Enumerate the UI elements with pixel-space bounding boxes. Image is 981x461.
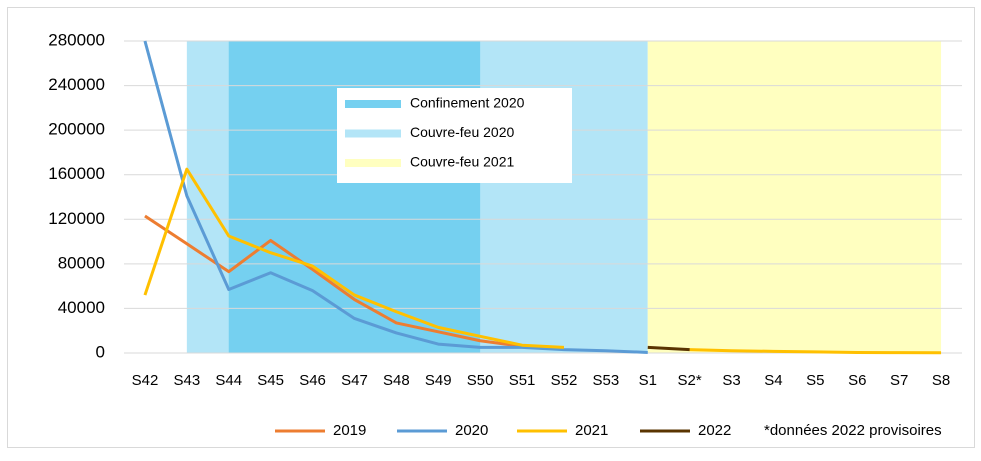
legend-label: 2020 <box>455 422 488 439</box>
annotation: *données 2022 provisoires <box>764 422 942 439</box>
y-tick-label: 280000 <box>48 30 105 49</box>
x-tick-label: S7 <box>890 372 908 389</box>
legend-label: 2022 <box>698 422 731 439</box>
legend-label: Couvre-feu 2020 <box>410 124 515 140</box>
y-tick-label: 40000 <box>58 298 105 317</box>
series-line <box>144 214 565 351</box>
y-tick-label: 160000 <box>48 164 105 183</box>
grid: 0 40000 80000 120000 160000 200000 240000 28000… <box>48 30 962 389</box>
x-tick-label: S47 <box>341 372 368 389</box>
series-line <box>143 167 942 355</box>
x-tick-label: S1 <box>639 372 657 389</box>
y-tick-label: 240000 <box>48 75 105 94</box>
x-tick-label: S50 <box>467 372 494 389</box>
legend: Confinement 2020 Couvre-feu 2020 Couvre-fe… <box>275 88 731 439</box>
x-tick-label: S45 <box>257 372 284 389</box>
legend-label: Couvre-feu 2021 <box>410 154 515 170</box>
series-line <box>143 40 648 354</box>
legend-swatch <box>345 159 401 167</box>
y-tick-label: 200000 <box>48 120 105 139</box>
x-tick-label: S3 <box>722 372 740 389</box>
y-tick-label: 80000 <box>58 253 105 272</box>
series-line <box>647 345 690 352</box>
bands <box>186 41 942 353</box>
x-tick-label: S51 <box>509 372 536 389</box>
x-tick-label: S5 <box>806 372 824 389</box>
y-tick-label: 120000 <box>48 209 105 228</box>
legend-label: 2019 <box>333 422 366 439</box>
legend-swatch <box>345 100 401 108</box>
x-tick-label: S8 <box>932 372 950 389</box>
x-tick-label: S44 <box>215 372 242 389</box>
x-tick-label: S6 <box>848 372 866 389</box>
x-tick-label: S2* <box>678 372 702 389</box>
x-tick-label: S42 <box>132 372 159 389</box>
y-tick-label: 0 <box>96 342 105 361</box>
x-tick-label: S4 <box>764 372 782 389</box>
legend-label: Confinement 2020 <box>410 95 525 111</box>
x-tick-label: S53 <box>592 372 619 389</box>
period-band <box>647 41 942 353</box>
x-tick-label: S46 <box>299 372 326 389</box>
x-tick-label: S52 <box>551 372 578 389</box>
legend-swatch <box>345 129 401 138</box>
x-tick-label: S48 <box>383 372 410 389</box>
x-tick-label: S43 <box>173 372 200 389</box>
period-band <box>228 41 481 353</box>
lines <box>143 40 942 355</box>
legend-label: 2021 <box>575 422 608 439</box>
x-tick-label: S49 <box>425 372 452 389</box>
